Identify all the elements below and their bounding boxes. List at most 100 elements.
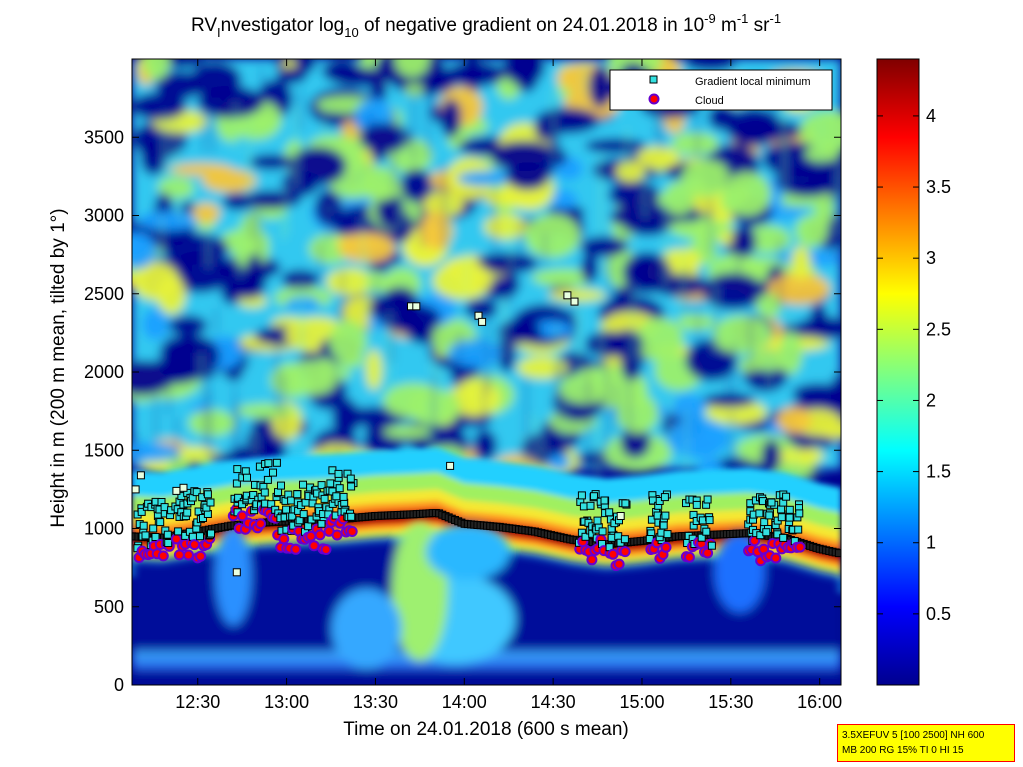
texture-streak [508,254,511,309]
texture-blob [361,166,400,201]
colorbar-ticks: 0.5 1 1.5 2 2.5 3 3.5 4 [877,106,951,624]
texture-streak [681,244,684,317]
y-tick-label: 3000 [84,206,124,226]
texture-streak [628,356,631,431]
y-axis: 0 500 1000 1500 2000 2500 3000 3500 [84,127,841,695]
texture-streak [587,375,590,457]
texture-streak [400,191,402,229]
texture-streak [783,87,785,148]
heatmap-lower-layer [132,521,841,685]
texture-blob [524,214,581,258]
texture-blob [703,392,756,408]
gradient-minimum-marker [206,498,215,507]
texture-blob [803,161,841,176]
texture-streak [596,412,599,485]
x-tick-label: 12:30 [175,692,220,712]
gradient-minimum-marker [277,481,285,490]
texture-streak [412,78,415,162]
texture-streak [254,429,256,453]
texture-streak [366,254,369,315]
texture-streak [644,163,647,219]
gradient-minimum-marker [607,533,616,542]
cloud-marker [278,533,290,545]
texture-streak [208,388,211,464]
cloud-marker [195,550,207,562]
texture-streak [503,296,506,361]
texture-blob [249,154,293,170]
gradient-minimum-marker [196,532,204,541]
texture-streak [664,201,667,289]
gradient-minimum-marker [243,473,251,482]
texture-blob [383,425,431,439]
gradient-minimum-marker [203,490,212,499]
texture-streak [174,122,177,213]
gradient-minimum-marker [590,492,598,501]
texture-streak [552,90,555,160]
gradient-minimum-marker [274,488,282,497]
texture-streak [525,378,528,466]
texture-blob [326,267,374,296]
lower-plume-top [425,523,510,580]
texture-streak [519,219,522,258]
texture-streak [794,437,797,486]
texture-streak [163,113,166,200]
texture-blob [756,293,782,318]
gradient-minimum-marker [334,469,343,478]
isolated-minimum-marker [616,512,625,520]
y-tick-label: 500 [94,597,124,617]
cloud-marker [308,540,320,552]
gradient-minimum-marker [777,513,786,522]
texture-blob [174,446,218,460]
gradient-minimum-marker [232,479,241,488]
texture-streak [821,316,824,341]
legend-label-minimum: Gradient local minimum [695,76,811,88]
cloud-marker [660,541,672,553]
cloud-marker [794,541,806,553]
gradient-minimum-marker [660,493,669,502]
texture-blob [781,250,841,267]
texture-streak [496,259,499,283]
texture-blob [776,406,812,434]
texture-blob [372,276,399,292]
texture-blob [236,403,296,419]
cloud-marker [613,558,625,570]
texture-streak [733,341,736,394]
gradient-minimum-marker [160,503,169,512]
gradient-minimum-marker [705,516,714,525]
texture-streak [532,414,535,486]
gradient-minimum-marker [149,524,158,533]
texture-blob [661,248,702,272]
gradient-minimum-marker [834,549,841,558]
texture-streak [696,111,699,162]
colorbar-tick-label: 3.5 [926,177,951,197]
info-line-2: MB 200 RG 15% TI 0 HI 15 [842,745,964,756]
texture-blob [132,262,179,301]
legend-marker-cloud [648,93,660,105]
lower-plume-left [331,588,402,669]
gradient-minimum-marker [174,527,183,536]
texture-streak [191,180,194,224]
texture-blob [584,138,647,154]
texture-streak [249,195,252,239]
texture-blob [739,357,758,374]
gradient-minimum-marker [347,512,356,521]
cloud-marker [189,539,200,551]
gradient-minimum-marker [593,516,602,525]
texture-blob [778,331,803,375]
gradient-minimum-marker [339,492,348,501]
texture-streak [685,266,688,315]
texture-blob [419,211,454,250]
texture-streak [480,415,483,436]
texture-streak [301,322,304,364]
x-tick-label: 14:00 [442,692,487,712]
info-line-1: 3.5XEFUV 5 [100 2500] NH 600 [842,730,985,741]
cloud-marker [683,551,695,563]
texture-streak [282,213,285,242]
texture-streak [563,362,566,440]
texture-blob [712,315,772,355]
isolated-minimum-marker [563,291,572,300]
texture-streak [282,373,285,452]
gradient-minimum-marker [272,458,281,467]
texture-streak [234,102,237,150]
texture-streak [402,106,405,150]
